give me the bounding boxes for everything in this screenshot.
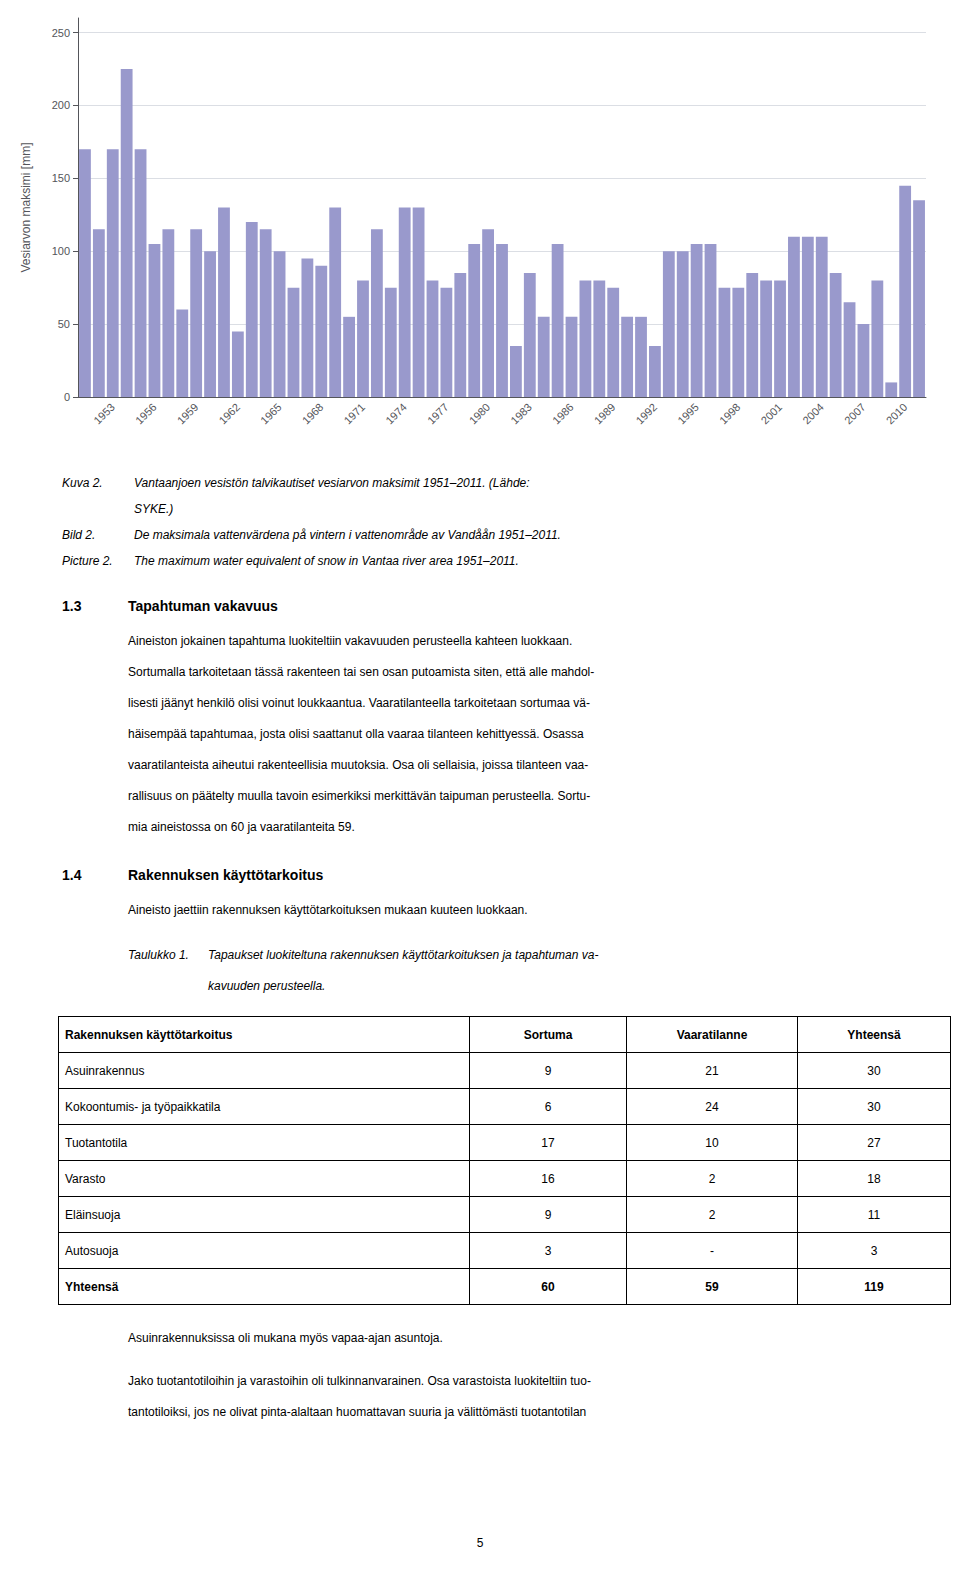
html-text:The maximum water equivalent o: The maximum water equivalent of snow in … [134,554,519,568]
svg-text:1956: 1956 [133,401,159,427]
html-text:Picture 2.: Picture 2. [62,554,113,568]
svg-text:1962: 1962 [216,401,242,427]
html-text:Tuotantotila: Tuotantotila [65,1135,128,1150]
html-text:Tapahtuman vakavuus: Tapahtuman vakavuus [128,598,278,614]
html-text:59: 59 [705,1279,719,1294]
html-text:27: 27 [867,1135,881,1150]
svg-text:1977: 1977 [425,401,451,427]
html-text:30: 30 [867,1063,881,1078]
html-text:5: 5 [476,1536,484,1550]
html-text:lisesti jäänyt henkilö olisi v: lisesti jäänyt henkilö olisi voinut louk… [128,696,590,710]
html-text:vaaratilanteista aiheutui rake: vaaratilanteista aiheutui rakenteellisia… [128,758,589,772]
svg-text:250: 250 [52,27,70,39]
svg-text:1968: 1968 [300,401,326,427]
html-text:Varasto: Varasto [65,1171,106,1186]
html-text:2: 2 [708,1171,716,1186]
html-text:18: 18 [867,1171,881,1186]
html-text:De maksimala vattenvärdena på: De maksimala vattenvärdena på vintern i … [134,528,561,542]
html-text:16: 16 [541,1171,555,1186]
svg-text:1995: 1995 [675,401,701,427]
html-text:Aineiston jokainen tapahtuma l: Aineiston jokainen tapahtuma luokiteltii… [128,634,573,648]
html-text:1.3: 1.3 [62,598,82,614]
svg-text:1986: 1986 [550,401,576,427]
svg-text:1983: 1983 [508,401,534,427]
svg-text:1959: 1959 [175,401,201,427]
html-text:10: 10 [705,1135,719,1150]
html-text:Aineisto jaettiin rakennuksen: Aineisto jaettiin rakennuksen käyttötark… [128,903,528,917]
html-text:tantotiloiksi, jos ne olivat p: tantotiloiksi, jos ne olivat pinta-alalt… [128,1405,587,1419]
html-text:Kuva 2.: Kuva 2. [62,476,103,490]
html-text:Yhteensä: Yhteensä [847,1027,901,1042]
html-text:Eläinsuoja: Eläinsuoja [65,1207,121,1222]
svg-text:1998: 1998 [717,401,743,427]
html-text:17: 17 [541,1135,555,1150]
html-text:SYKE.): SYKE.) [134,502,174,516]
html-text:Sortuma: Sortuma [523,1027,573,1042]
html-text:Tapaukset luokiteltuna rakennu: Tapaukset luokiteltuna rakennuksen käytt… [208,948,599,962]
html-text:Jako tuotantotiloihin ja varas: Jako tuotantotiloihin ja varastoihin oli… [128,1374,591,1388]
svg-text:2007: 2007 [842,401,868,427]
html-text:11: 11 [867,1207,881,1222]
html-text:119: 119 [864,1279,884,1294]
html-text:rallisuus on päätelty muulla t: rallisuus on päätelty muulla tavoin esim… [128,789,591,803]
html-text:9: 9 [544,1063,552,1078]
html-text:24: 24 [705,1099,719,1114]
html-text:Asuinrakennus: Asuinrakennus [65,1063,145,1078]
html-text:Asuinrakennuksissa oli mukana: Asuinrakennuksissa oli mukana myös vapaa… [128,1331,443,1345]
svg-text:100: 100 [52,245,70,257]
html-text:3: 3 [870,1243,878,1258]
html-text:mia aineistossa on 60 ja vaara: mia aineistossa on 60 ja vaaratilanteita… [128,820,355,834]
html-text:3: 3 [544,1243,552,1258]
html-text:60: 60 [541,1279,555,1294]
html-text:kavuuden perusteella.: kavuuden perusteella. [208,979,326,993]
html-text:9: 9 [544,1207,552,1222]
html-text:Vaaratilanne: Vaaratilanne [676,1027,748,1042]
html-text:Vantaanjoen vesistön talvikaut: Vantaanjoen vesistön talvikautiset vesia… [134,476,530,490]
html-text:30: 30 [867,1099,881,1114]
html-text:Rakennuksen käyttötarkoitus: Rakennuksen käyttötarkoitus [128,867,324,883]
svg-text:1953: 1953 [91,401,117,427]
html-text:häisempää tapahtumaa, josta ol: häisempää tapahtumaa, josta olisi saatta… [128,727,584,741]
html-text:1.4: 1.4 [62,867,82,883]
svg-text:0: 0 [64,391,70,403]
svg-text:2010: 2010 [884,401,910,427]
svg-text:1989: 1989 [592,401,618,427]
html-text:6: 6 [544,1099,552,1114]
svg-text:2004: 2004 [800,401,826,427]
svg-text:Vesiarvon maksimi [mm]: Vesiarvon maksimi [mm] [19,142,33,272]
svg-text:50: 50 [58,318,70,330]
html-text:2: 2 [708,1207,716,1222]
svg-text:150: 150 [52,172,70,184]
html-text:Sortumalla tarkoitetaan tässä: Sortumalla tarkoitetaan tässä rakenteen … [128,665,595,679]
svg-text:200: 200 [52,99,70,111]
svg-text:1992: 1992 [633,401,659,427]
svg-text:1971: 1971 [341,401,367,427]
svg-text:1980: 1980 [467,401,493,427]
svg-text:1965: 1965 [258,401,284,427]
html-text:Rakennuksen käyttötarkoitus: Rakennuksen käyttötarkoitus [65,1027,233,1042]
html-text:Autosuoja: Autosuoja [65,1243,119,1258]
html-text:21: 21 [705,1063,719,1078]
html-text:Kokoontumis- ja työpaikkatila: Kokoontumis- ja työpaikkatila [65,1099,221,1114]
svg-text:1974: 1974 [383,401,409,427]
html-text:Taulukko 1.: Taulukko 1. [128,948,189,962]
svg-text:2001: 2001 [759,401,785,427]
html-text:Bild 2.: Bild 2. [62,528,96,542]
html-text:Yhteensä: Yhteensä [65,1279,119,1294]
